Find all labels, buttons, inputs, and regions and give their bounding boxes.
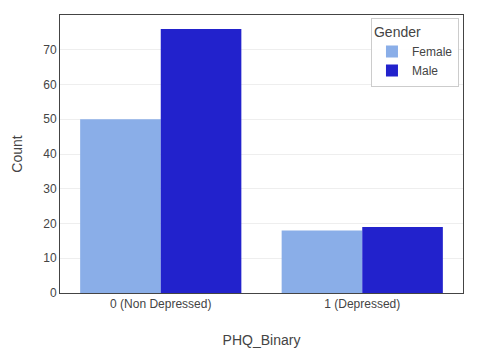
svg-text:Female: Female <box>412 45 452 59</box>
svg-text:0 (Non Depressed): 0 (Non Depressed) <box>110 297 211 311</box>
svg-text:Male: Male <box>412 64 438 78</box>
svg-text:10: 10 <box>43 251 57 265</box>
svg-text:20: 20 <box>43 217 57 231</box>
svg-text:Gender: Gender <box>374 24 421 40</box>
svg-text:0: 0 <box>50 286 57 300</box>
svg-text:70: 70 <box>43 43 57 57</box>
svg-text:50: 50 <box>43 112 57 126</box>
svg-text:Count: Count <box>9 135 25 172</box>
svg-text:30: 30 <box>43 182 57 196</box>
svg-text:1 (Depressed): 1 (Depressed) <box>324 297 400 311</box>
svg-text:40: 40 <box>43 147 57 161</box>
svg-text:PHQ_Binary: PHQ_Binary <box>223 332 301 348</box>
svg-text:60: 60 <box>43 78 57 92</box>
